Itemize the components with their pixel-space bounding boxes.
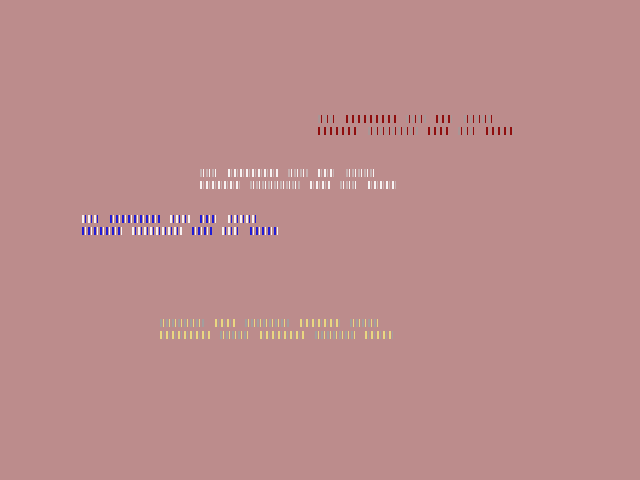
garbled-line xyxy=(318,120,558,135)
garbled-line xyxy=(318,108,558,123)
garbled-word xyxy=(160,331,210,339)
garbled-line xyxy=(200,162,440,177)
garbled-word xyxy=(340,181,358,189)
garbled-word xyxy=(192,227,212,235)
garbled-word xyxy=(458,127,476,135)
garbled-word xyxy=(368,127,418,135)
garbled-text-blue xyxy=(82,208,322,256)
garbled-line xyxy=(160,324,482,339)
garbled-word xyxy=(346,169,376,177)
garbled-word xyxy=(310,181,330,189)
garbled-word xyxy=(315,331,355,339)
garbled-line xyxy=(82,220,322,235)
garbled-word xyxy=(245,319,290,327)
garbled-word xyxy=(250,227,280,235)
garbled-word xyxy=(318,127,358,135)
garbled-word xyxy=(318,115,336,123)
garbled-word xyxy=(260,331,305,339)
garbled-word xyxy=(318,169,336,177)
garbled-word xyxy=(300,319,340,327)
garbled-word xyxy=(368,181,398,189)
garbled-word xyxy=(200,181,240,189)
garbled-line xyxy=(160,312,482,327)
garbled-word xyxy=(82,215,100,223)
garbled-line xyxy=(200,174,440,189)
garbled-word xyxy=(228,169,278,177)
garbled-text-red xyxy=(318,108,558,158)
garbled-line xyxy=(82,208,322,223)
garbled-word xyxy=(200,169,218,177)
garbled-word xyxy=(406,115,426,123)
garbled-word xyxy=(220,331,250,339)
garbled-word xyxy=(346,115,396,123)
garbled-word xyxy=(350,319,380,327)
garbled-word xyxy=(132,227,182,235)
garbled-word xyxy=(365,331,395,339)
garbled-word xyxy=(250,181,300,189)
garbled-text-white xyxy=(200,162,440,206)
garbled-word xyxy=(82,227,122,235)
garbled-word xyxy=(170,215,190,223)
garbled-word xyxy=(428,127,448,135)
garbled-word xyxy=(200,215,218,223)
garbled-word xyxy=(288,169,308,177)
garbled-word xyxy=(160,319,205,327)
garbled-text-yellow xyxy=(160,312,482,356)
garbled-word xyxy=(110,215,160,223)
garbled-word xyxy=(436,115,454,123)
garbled-word xyxy=(215,319,235,327)
garbled-word xyxy=(222,227,240,235)
garbled-word xyxy=(228,215,258,223)
garbled-word xyxy=(486,127,516,135)
garbled-word xyxy=(464,115,494,123)
